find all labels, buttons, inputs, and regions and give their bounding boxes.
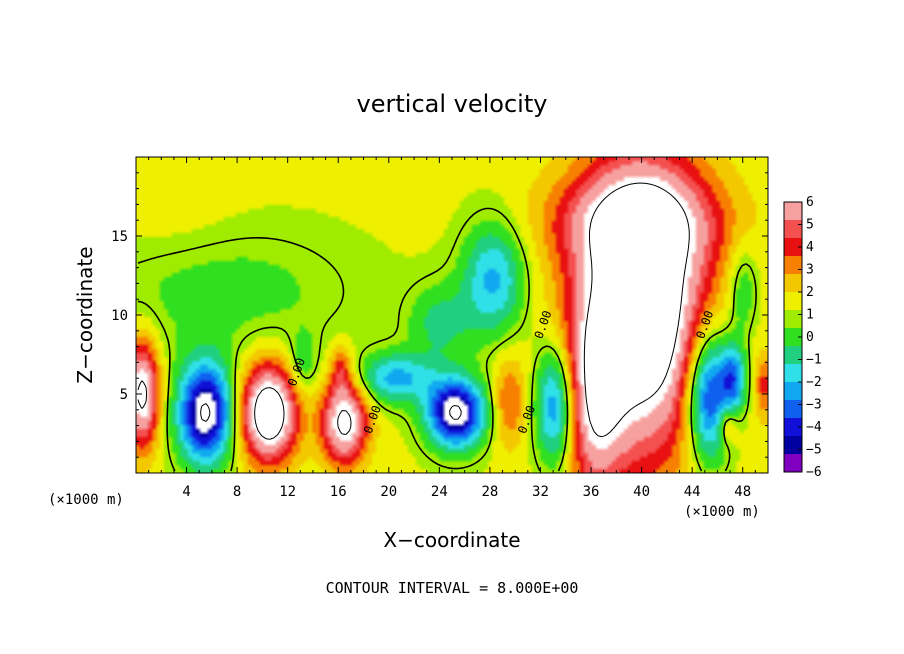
x-axis: 4 8 12 16 20 24 28 32 36 40 44 48 <box>148 157 756 500</box>
colorbar-swatch <box>784 364 802 383</box>
colorbar-swatch <box>784 382 802 401</box>
colorbar-label: −4 <box>806 420 822 435</box>
x-tick-label: 4 <box>182 484 190 500</box>
colorbar-label: −1 <box>806 353 822 368</box>
colorbar-swatch <box>784 238 802 257</box>
x-tick-label: 16 <box>330 484 347 500</box>
chart-title: vertical velocity <box>357 90 548 118</box>
y-tick-label: 5 <box>120 387 128 403</box>
x-tick-label: 36 <box>583 484 600 500</box>
x-tick-label: 20 <box>380 484 397 500</box>
contour-lines <box>137 182 757 472</box>
colorbar-label: −2 <box>806 375 822 390</box>
x-tick-label: 12 <box>279 484 296 500</box>
colorbar-swatch <box>784 436 802 455</box>
y-axis-label: Z−coordinate <box>73 246 97 383</box>
colorbar-swatch <box>784 400 802 419</box>
colorbar: 6 5 4 3 2 1 0 −1 −2 −3 −4 −5 −6 <box>783 195 822 480</box>
x-tick-label: 8 <box>233 484 241 500</box>
y-axis: 5 10 15 <box>111 172 768 458</box>
colorbar-label: 0 <box>806 330 814 345</box>
x-tick-label: 48 <box>734 484 751 500</box>
contour-zero <box>137 207 757 472</box>
colorbar-swatch <box>784 454 802 473</box>
colorbar-label: 1 <box>806 308 814 323</box>
x-tick-label: 28 <box>481 484 498 500</box>
colorbar-swatch <box>784 328 802 347</box>
contour-negative <box>200 403 462 422</box>
y-tick-label: 15 <box>111 229 128 245</box>
colorbar-label: 6 <box>806 195 814 210</box>
colorbar-swatch <box>784 220 802 239</box>
x-tick-label: 44 <box>684 484 701 500</box>
x-unit-left: (×1000 m) <box>48 492 124 508</box>
contour-interval-note: CONTOUR INTERVAL = 8.000E+00 <box>326 579 579 597</box>
x-axis-label: X−coordinate <box>383 528 520 552</box>
colorbar-swatch <box>784 202 802 221</box>
colorbar-swatch <box>784 346 802 365</box>
y-tick-label: 10 <box>111 308 128 324</box>
colorbar-swatch <box>784 418 802 437</box>
colorbar-swatch <box>784 256 802 275</box>
colorbar-label: 5 <box>806 218 814 233</box>
colorbar-label: −5 <box>806 443 822 458</box>
colorbar-label: 4 <box>806 240 814 255</box>
colorbar-label: 3 <box>806 263 814 278</box>
plot-area: 0.000.00 0.000.00 0.00 <box>135 156 769 474</box>
colorbar-label: −3 <box>806 398 822 413</box>
colorbar-label: −6 <box>806 465 822 480</box>
colorbar-swatch <box>784 274 802 293</box>
x-unit-right: (×1000 m) <box>684 504 760 520</box>
colorbar-label: 2 <box>806 285 814 300</box>
x-tick-label: 40 <box>633 484 650 500</box>
x-tick-label: 32 <box>532 484 549 500</box>
colorbar-swatch <box>784 292 802 311</box>
contour-positive <box>137 182 690 440</box>
colorbar-swatch <box>784 310 802 329</box>
x-tick-label: 24 <box>431 484 448 500</box>
velocity-field <box>136 157 768 473</box>
